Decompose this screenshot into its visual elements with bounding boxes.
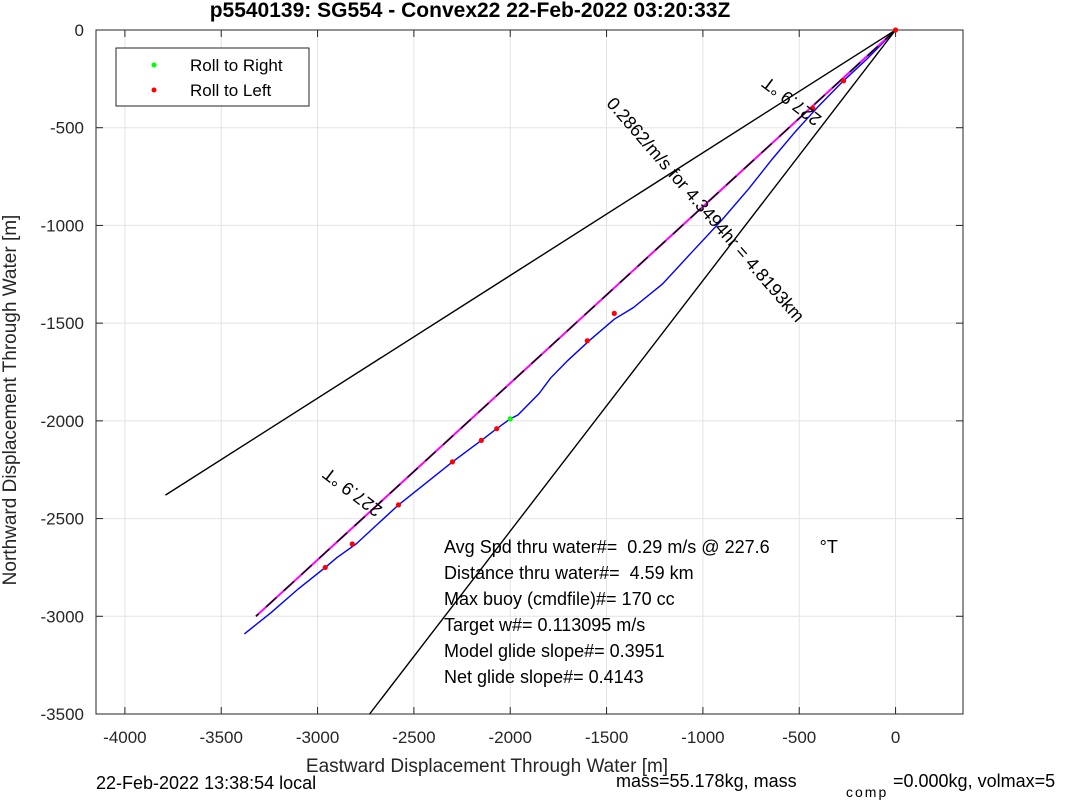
annotation-line: Distance thru water#= 4.59 km	[444, 563, 694, 583]
tick-label-x: -2000	[488, 728, 531, 747]
series-line-track	[243, 29, 897, 635]
x-axis-label: Eastward Displacement Through Water [m]	[306, 756, 668, 777]
legend: Roll to Right Roll to Left	[115, 47, 310, 107]
marker-roll-left	[494, 426, 500, 432]
marker-roll-left	[478, 437, 484, 443]
legend-label-roll-right: Roll to Right	[190, 56, 283, 75]
legend-label-roll-left: Roll to Left	[190, 81, 272, 100]
footer-mass: mass=55.178kg, mass	[616, 771, 797, 791]
tick-label-y: -1500	[41, 314, 84, 333]
tick-label-x: -3000	[296, 728, 339, 747]
tick-label-x: -500	[782, 728, 816, 747]
tick-label-y: -1000	[41, 216, 84, 235]
chart-title: p5540139: SG554 - Convex22 22-Feb-2022 0…	[210, 0, 731, 22]
marker-roll-right	[507, 416, 513, 422]
axis-ticks: -4000 -3500 -3000 -2500 -2000 -1500 -1000 -500 0…	[41, 21, 963, 747]
plot-markers	[322, 27, 899, 571]
marker-roll-left	[395, 502, 402, 508]
axes-box	[95, 29, 964, 715]
annotation-line: Avg Spd thru water#= 0.29 m/s @ 227.6 °T	[444, 537, 838, 557]
legend-box	[115, 47, 310, 107]
tick-label-y: -2000	[41, 412, 84, 431]
annotation-line: Max buoy (cmdfile)#= 170 cc	[444, 589, 675, 609]
tick-label-y: -3500	[41, 705, 84, 724]
annotation-line: Model glide slope#= 0.3951	[444, 641, 665, 661]
plot-lines	[165, 29, 897, 715]
tick-label-x: -1000	[681, 728, 724, 747]
tick-label-y: -3000	[41, 607, 84, 626]
rotated-label: 0.2862/m/s for 4.3494hr = 4.8193km	[603, 94, 809, 327]
y-axis-label: Northward Displacement Through Water [m]	[0, 215, 21, 586]
tick-label-y: -2500	[41, 510, 84, 529]
tick-label-x: -4000	[103, 728, 146, 747]
marker-roll-left	[584, 338, 590, 344]
legend-marker-roll-right	[151, 62, 157, 68]
annotation-block: Avg Spd thru water#= 0.29 m/s @ 227.6 °T…	[444, 537, 838, 687]
footer-local-time: 22-Feb-2022 13:38:54 local	[96, 773, 316, 793]
marker-roll-left	[449, 459, 456, 465]
marker-roll-left	[349, 541, 355, 547]
tick-label-y: 0	[75, 21, 84, 40]
footer-comp-subscript: comp	[846, 784, 888, 800]
marker-roll-left	[810, 105, 816, 111]
tick-label-x: 0	[891, 728, 900, 747]
series-line-dashed-heading	[255, 29, 897, 617]
grid-lines	[96, 29, 963, 715]
footer-volmax-text: =0.000kg, volmax=5	[893, 771, 1055, 791]
marker-roll-left	[611, 310, 617, 316]
footer-mass-text: mass=55.178kg, mass	[616, 771, 797, 791]
tick-label-y: -500	[50, 119, 84, 138]
series-line-envelope-lower	[369, 29, 897, 715]
series-line-envelope-upper	[165, 29, 896, 496]
annotation-line: Target w#= 0.113095 m/s	[444, 615, 645, 635]
tick-label-x: -3500	[199, 728, 242, 747]
marker-origin	[892, 27, 899, 33]
annotation-line: Net glide slope#= 0.4143	[444, 667, 644, 687]
marker-roll-left	[322, 564, 328, 571]
legend-marker-roll-left	[151, 87, 157, 93]
rotated-label: 227.9 °T	[319, 464, 386, 521]
tick-label-x: -1500	[585, 728, 628, 747]
marker-roll-left	[840, 78, 847, 84]
tick-label-x: -2500	[392, 728, 435, 747]
